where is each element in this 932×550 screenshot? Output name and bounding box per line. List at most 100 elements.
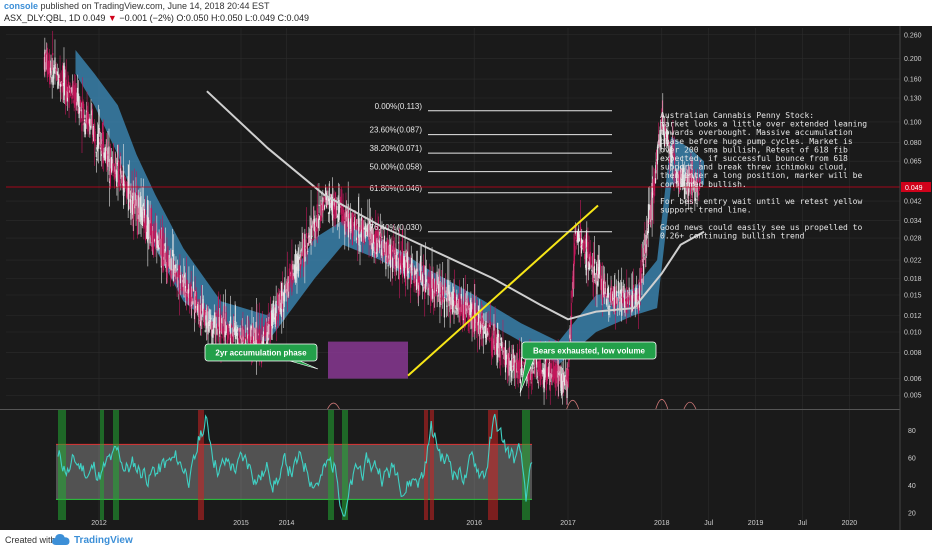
candle-body [500,346,502,366]
candle-body [653,183,655,191]
candle-body [121,175,123,178]
candle-body [300,249,302,256]
candle-body [450,297,452,305]
candle-body [512,365,514,367]
candle-body [157,236,159,251]
candle-body [663,126,665,137]
candle-body [44,54,47,58]
candle-body [608,298,610,300]
candle-body [689,178,691,195]
candle-body [108,146,110,162]
candle-body [196,305,198,311]
candle-body [173,253,175,282]
candle-body [213,325,215,328]
candle-body [78,105,80,119]
candle-body [268,323,270,335]
candle-body [244,338,246,344]
candle-body [501,343,503,347]
candle-body [492,330,494,336]
note-line: towards overbought. Massive accumulation [660,128,853,137]
candle-body [119,184,121,186]
candle-body [466,302,469,306]
candle-body [502,346,504,350]
candle-body [239,328,241,332]
candle-body [583,241,585,251]
symbol-text: ASX_DLY:QBL, 1D 0.049 [4,13,106,23]
tradingview-logo-text[interactable]: TradingView [74,535,133,546]
candle-body [487,331,489,336]
candle-body [340,203,343,214]
candle-body [417,283,420,291]
candle-body [551,374,553,379]
candle-body [484,325,486,329]
rsi-band [56,444,532,500]
candle-body [652,185,654,196]
candle-body [59,72,61,83]
candle-body [82,109,84,122]
candle-body [688,175,690,184]
candle-body [236,329,238,333]
candle-body [291,260,293,292]
candle-body [519,359,521,373]
candle-body [135,193,137,206]
candle-body [563,377,565,381]
candle-body [651,182,653,221]
author-link[interactable]: console [4,1,39,11]
candle-body [477,321,479,326]
candle-body [107,147,109,167]
candle-body [84,114,86,118]
candle-body [640,267,643,273]
candle-body [445,290,447,296]
candle-body [567,370,569,387]
support-trendline [407,204,599,377]
candle-body [345,211,348,218]
candle-body [99,139,101,146]
candle-body [284,284,286,286]
candle-body [74,83,76,95]
candle-body [157,238,160,241]
candle-body [573,260,575,289]
candle-body [236,332,238,347]
candle-body [393,240,395,255]
tradingview-cloud-icon [52,534,70,545]
candle-body [648,204,650,218]
candle-body [325,186,327,195]
candle-body [392,258,394,272]
candle-body [383,239,385,249]
callout-box [521,341,657,360]
candle-body [77,108,79,114]
candle-body [607,289,609,296]
price-chart[interactable]: 0.00%(0.113) 23.60%(0.087) 38.20%(0.071) 50… [0,26,932,530]
candle-body [670,156,672,157]
candle-body [617,281,619,293]
candle-body [469,307,471,318]
candle-body [356,225,358,230]
candle-body [441,287,443,304]
note-line: over 200 sma bullish, Retest of 618 fib [660,145,848,154]
candle-body [259,329,261,331]
candle-body [81,123,83,132]
candle-body [589,252,591,257]
candle-body [88,119,90,124]
candle-body [363,227,365,230]
candle-body [294,264,296,283]
y-tick-label: 0.160 [904,77,922,84]
candle-body [259,338,261,345]
candle-body [288,282,290,292]
candle-body [235,332,237,334]
candle-body [251,325,253,331]
candle-body [231,325,233,328]
candle-body [654,178,657,184]
candle-body [47,70,49,75]
candle-body [133,190,135,207]
candle-body [672,145,674,147]
candle-body [303,248,305,267]
candle-body [368,225,370,241]
candle-body [83,122,85,132]
candle-body [219,314,222,332]
candle-body [354,215,357,230]
candle-body [309,228,311,244]
candle-body [622,298,624,303]
candle-body [44,49,46,72]
candle-body [673,172,675,181]
